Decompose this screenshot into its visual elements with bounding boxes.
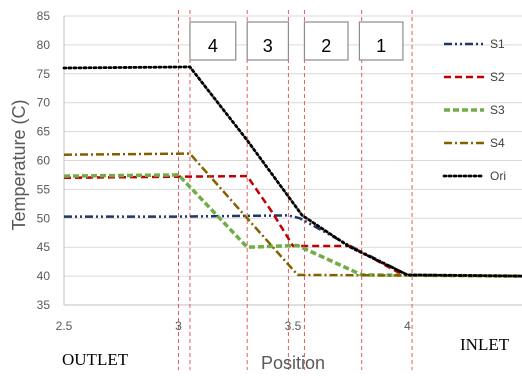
legend-label: S1 — [490, 37, 505, 51]
y-tick-label: 85 — [37, 9, 51, 23]
legend: S1 S2 S3 S4 Ori — [442, 37, 506, 183]
legend-entry-s4: S4 — [444, 136, 505, 150]
inlet-label: INLET — [460, 335, 510, 354]
legend-label: S2 — [490, 70, 505, 84]
x-axis-title: Position — [261, 353, 325, 373]
legend-entry-s1: S1 — [444, 37, 505, 51]
tick-labels: 35 40 45 50 55 60 65 70 75 80 85 2.5 3 3.5 4 — [37, 9, 412, 333]
series-line-ori — [62, 65, 522, 278]
y-tick-label: 50 — [37, 211, 51, 225]
series-line-s4 — [63, 152, 522, 278]
legend-entry-s2: S2 — [444, 70, 505, 84]
zone-box-1: 1 — [358, 21, 404, 61]
y-tick-label: 65 — [37, 125, 51, 139]
x-tick-label: 2.5 — [56, 319, 73, 333]
series-line-s2 — [63, 174, 522, 278]
zone-box-3: 3 — [246, 21, 290, 61]
series-lines — [62, 65, 522, 278]
legend-label: Ori — [490, 169, 506, 183]
x-tick-label: 3.5 — [285, 319, 302, 333]
legend-label: S4 — [490, 136, 505, 150]
zone-number: 1 — [376, 36, 386, 56]
y-tick-label: 70 — [37, 96, 51, 110]
zone-dividers — [178, 10, 413, 370]
zone-number: 4 — [208, 36, 218, 56]
outlet-label: OUTLET — [62, 350, 129, 369]
y-axis-title: Temperature (C) — [9, 99, 29, 230]
y-tick-label: 45 — [37, 240, 51, 254]
zone-boxes: 4 3 2 1 — [189, 21, 404, 61]
x-tick-label: 4 — [404, 319, 411, 333]
y-tick-label: 55 — [37, 182, 51, 196]
x-tick-label: 3 — [175, 319, 182, 333]
series-line-s3 — [63, 173, 522, 278]
zone-number: 3 — [263, 36, 273, 56]
legend-entry-ori: Ori — [442, 169, 506, 183]
legend-entry-s3: S3 — [444, 103, 505, 117]
y-tick-label: 80 — [37, 38, 51, 52]
y-tick-label: 40 — [37, 269, 51, 283]
y-tick-label: 60 — [37, 154, 51, 168]
y-tick-label: 35 — [37, 298, 51, 312]
gridlines — [64, 15, 522, 306]
zone-number: 2 — [321, 36, 331, 56]
axes — [63, 16, 522, 306]
y-tick-label: 75 — [37, 67, 51, 81]
zone-box-2: 2 — [303, 21, 349, 61]
zone-box-4: 4 — [189, 21, 237, 61]
legend-label: S3 — [490, 103, 505, 117]
